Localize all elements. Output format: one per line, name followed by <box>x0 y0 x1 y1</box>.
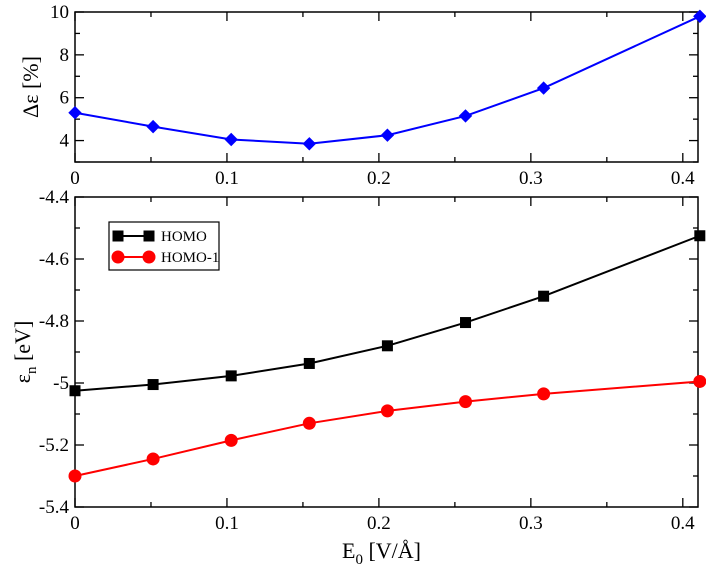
top-panel: 0 0.1 0.2 0.3 0.4 4 6 8 10 Δε [%] <box>18 2 706 189</box>
data-point <box>537 387 551 401</box>
y-tick-label: -5.4 <box>39 497 70 518</box>
data-point <box>146 452 160 466</box>
data-point <box>302 416 316 430</box>
data-point <box>381 340 393 352</box>
x-axis-title-main: E <box>342 538 355 563</box>
data-point <box>693 374 706 388</box>
data-point <box>224 433 238 447</box>
data-point <box>224 132 238 147</box>
y-axis-title: εn [eV] <box>10 321 40 384</box>
data-point <box>694 230 706 242</box>
y-tick-label: 8 <box>60 45 70 66</box>
data-point <box>68 106 82 120</box>
data-point <box>536 81 551 95</box>
x-tick-label: 0.3 <box>519 513 543 534</box>
y-tick-label: -4.8 <box>39 311 69 332</box>
x-axis-title: E0 [V/Å] <box>342 538 421 568</box>
bottom-panel: 0 0.1 0.2 0.3 0.4 -5.4 -5.2 -5 -4.8 -4.6 -4.4 εn [e… <box>10 187 706 568</box>
series-line <box>74 234 701 392</box>
y-tick-label: -5 <box>53 373 69 394</box>
data-point <box>459 395 473 409</box>
x-tick-label: 0.1 <box>215 168 239 189</box>
legend: HOMO HOMO-1 <box>108 221 220 271</box>
x-axis-title-sub: 0 <box>355 552 363 568</box>
y-tick-label: -4.4 <box>39 187 70 208</box>
data-point <box>225 370 237 382</box>
data-point <box>303 357 315 369</box>
data-point <box>68 469 82 483</box>
legend-item: HOMO-1 <box>111 250 219 266</box>
data-point <box>380 128 395 142</box>
y-tick-label: 10 <box>50 2 69 23</box>
data-point <box>693 9 706 23</box>
data-point <box>147 379 159 391</box>
legend-box <box>108 221 220 271</box>
y-tick-label: -5.2 <box>39 435 69 456</box>
legend-marker <box>112 230 124 242</box>
series-homo <box>69 230 706 397</box>
data-point <box>458 109 473 123</box>
x-tick-label: 0 <box>70 513 80 534</box>
y-axis-title-main: Δε <box>18 95 43 118</box>
y-axis-title-unit: [eV] <box>10 321 35 367</box>
y-axis-title-sub: n <box>24 366 40 374</box>
data-point <box>380 404 394 418</box>
series-line <box>74 380 700 477</box>
legend-marker <box>142 250 156 264</box>
plot-frame <box>74 11 699 163</box>
x-tick-label: 0 <box>70 168 80 189</box>
y-tick-label: -4.6 <box>39 249 69 270</box>
data-point <box>302 137 317 151</box>
x-tick-label: 0.2 <box>367 513 391 534</box>
data-point <box>146 119 160 134</box>
legend-label: HOMO <box>161 229 207 245</box>
y-tick-label: 4 <box>60 131 70 152</box>
y-tick-label: 6 <box>60 88 70 109</box>
x-tick-label: 0.4 <box>671 513 695 534</box>
data-point <box>538 290 550 302</box>
x-tick-label: 0.1 <box>215 513 239 534</box>
series-homo-1 <box>68 374 706 483</box>
y-axis-title: Δε [%] <box>18 56 43 118</box>
y-axis-title-main: ε <box>10 374 35 383</box>
series-- <box>68 9 706 151</box>
x-tick-label: 0.4 <box>671 168 695 189</box>
legend-label: HOMO-1 <box>161 250 219 266</box>
legend-marker <box>143 230 155 242</box>
y-axis-title-unit: [%] <box>18 56 43 94</box>
x-axis-title-unit: [V/Å] <box>363 538 421 563</box>
x-tick-label: 0.3 <box>519 168 543 189</box>
legend-marker <box>111 250 125 264</box>
legend-item: HOMO <box>112 229 207 245</box>
data-point <box>69 385 81 397</box>
x-tick-label: 0.2 <box>367 168 391 189</box>
data-point <box>460 317 472 329</box>
series-line <box>74 15 701 145</box>
